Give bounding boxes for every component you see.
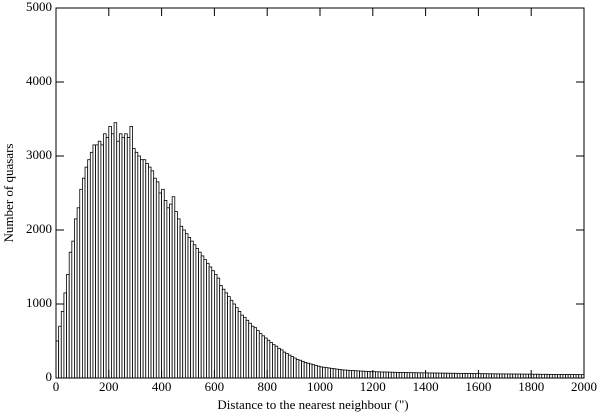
y-axis-label: Number of quasars: [1, 144, 16, 243]
x-tick-label: 2000: [571, 379, 597, 394]
y-tick-label: 0: [46, 369, 53, 384]
x-tick-label: 400: [152, 379, 172, 394]
x-tick-label: 1800: [518, 379, 544, 394]
x-tick-label: 800: [257, 379, 277, 394]
x-axis-label: Distance to the nearest neighbour ("): [217, 397, 408, 412]
x-tick-label: 0: [53, 379, 60, 394]
x-tick-label: 1600: [465, 379, 491, 394]
x-tick-label: 1400: [413, 379, 439, 394]
y-tick-label: 1000: [26, 295, 52, 310]
y-tick-label: 2000: [26, 221, 52, 236]
x-tick-label: 600: [205, 379, 225, 394]
x-tick-label: 1200: [360, 379, 386, 394]
y-tick-label: 5000: [26, 0, 52, 14]
y-tick-label: 4000: [26, 73, 52, 88]
x-tick-label: 1000: [307, 379, 333, 394]
y-tick-label: 3000: [26, 147, 52, 162]
x-tick-label: 200: [99, 379, 119, 394]
